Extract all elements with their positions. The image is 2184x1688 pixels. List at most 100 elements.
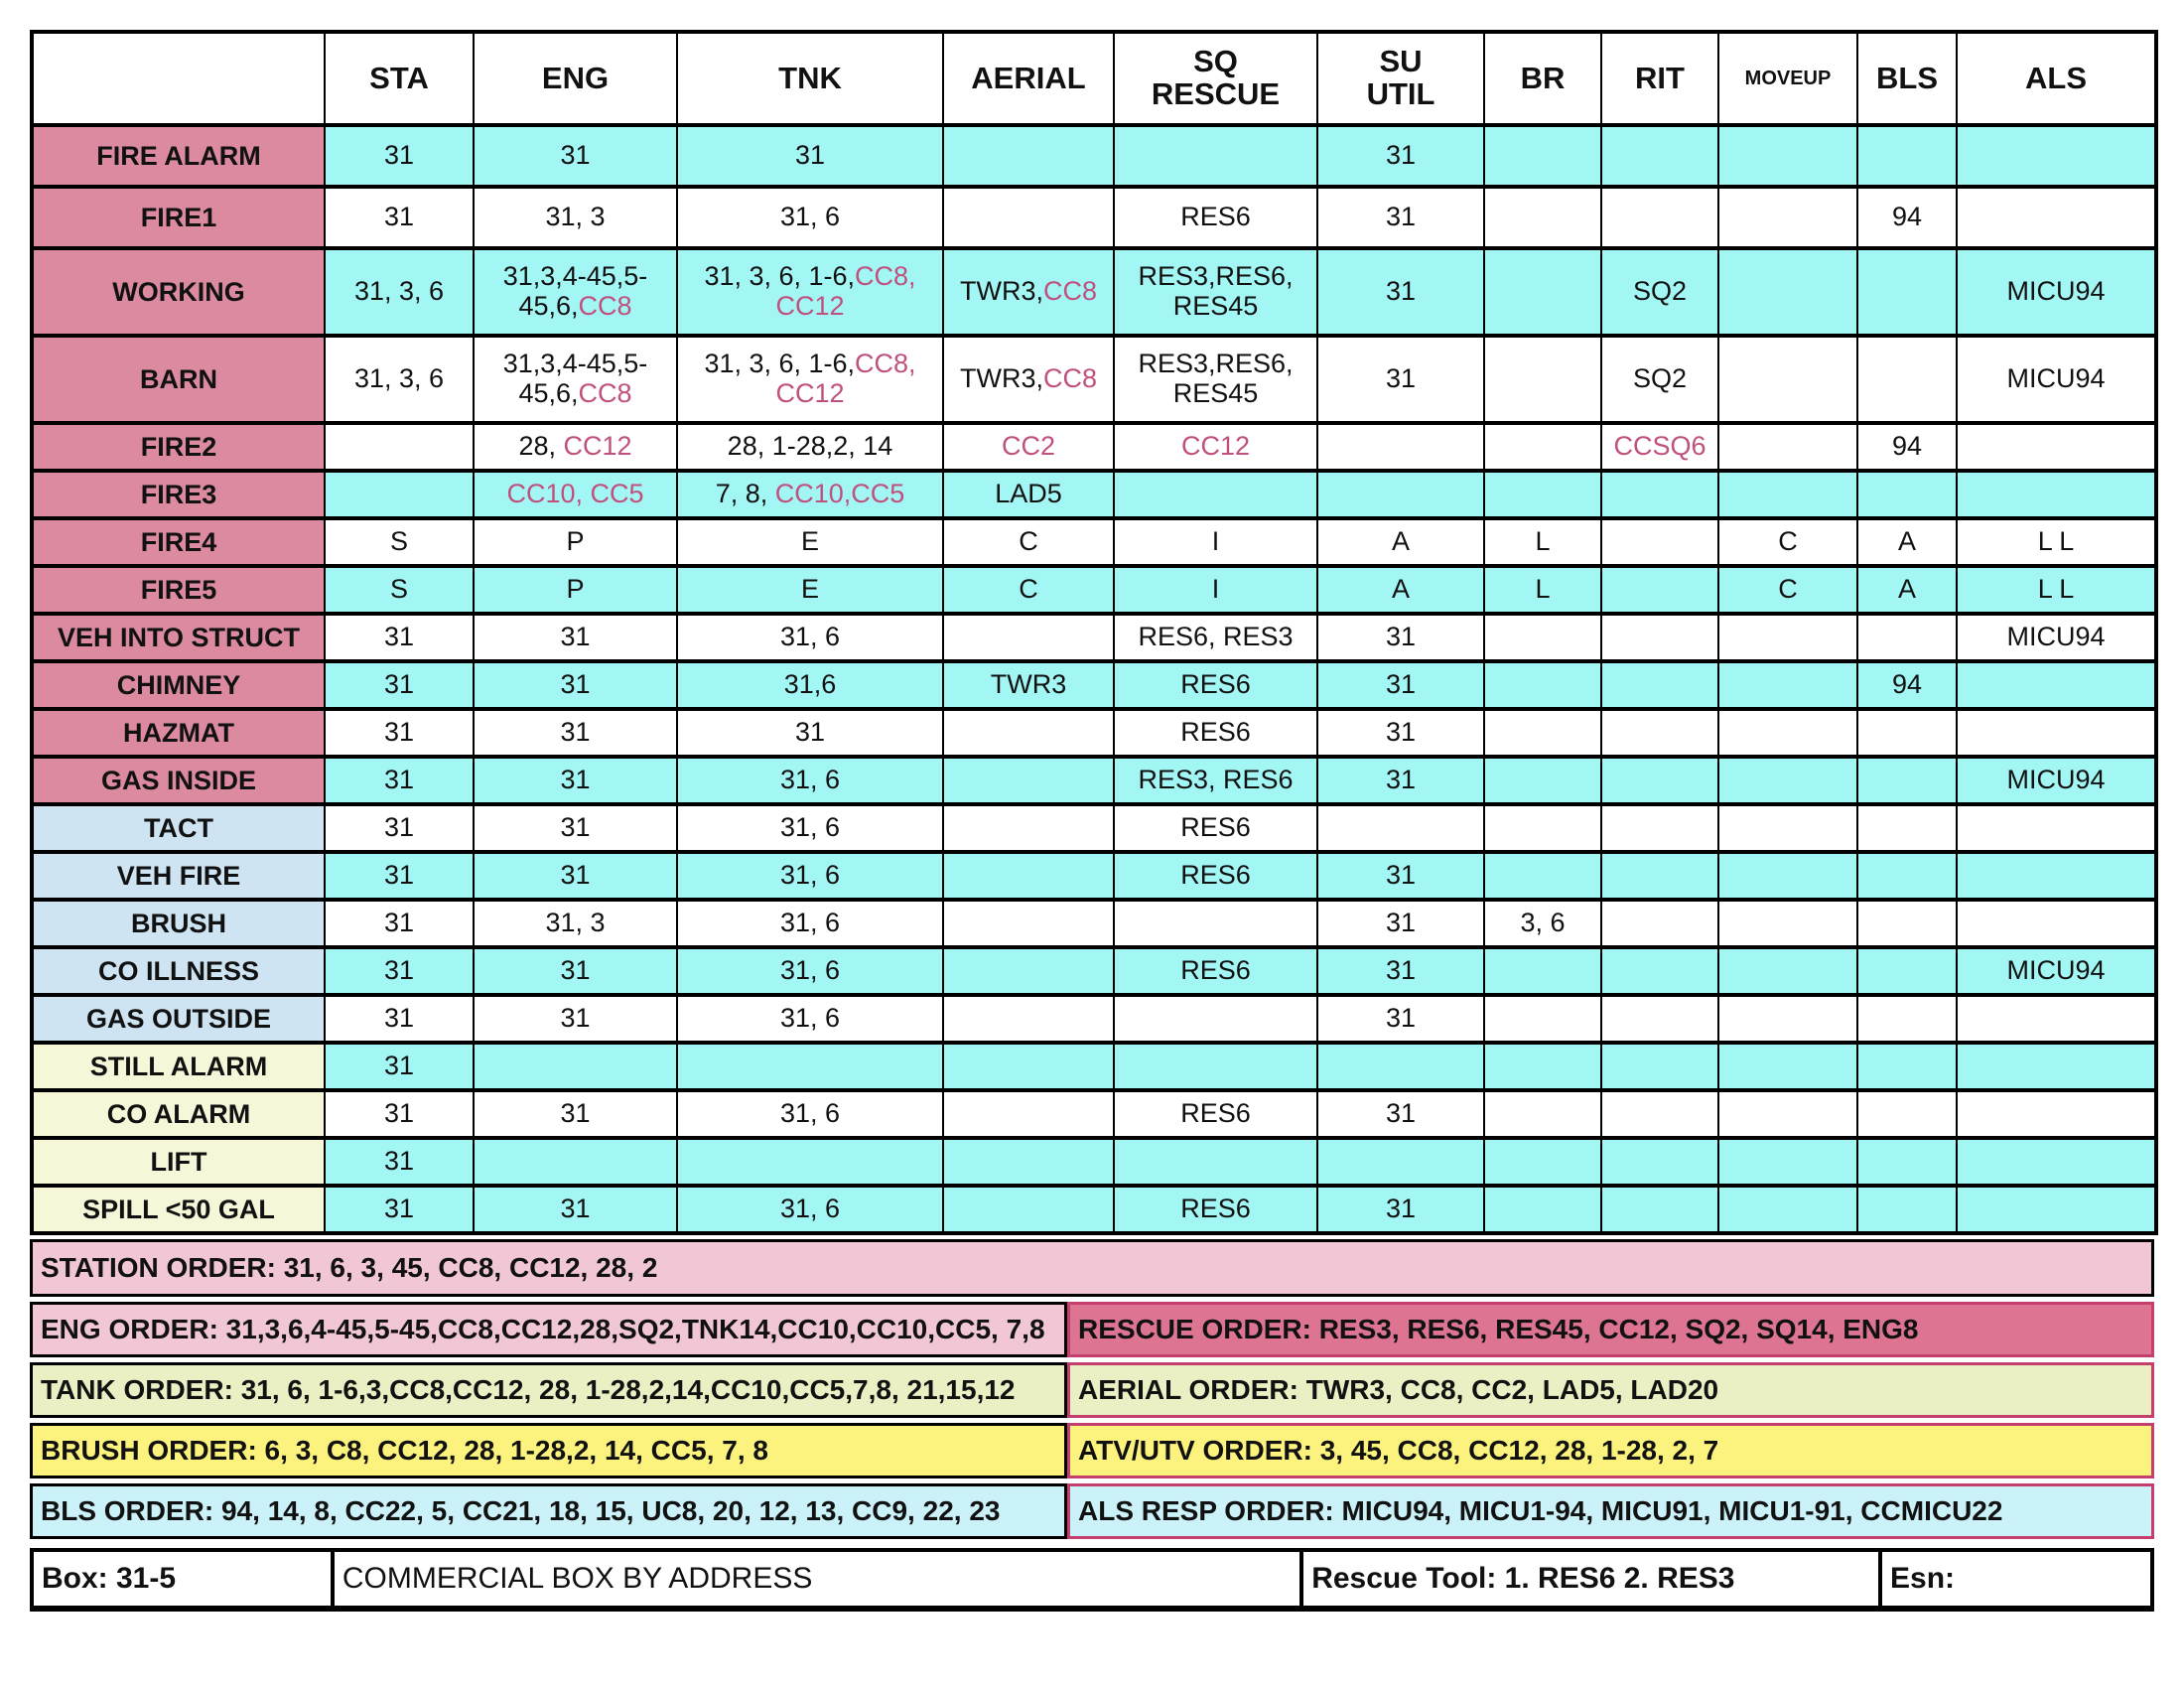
- row-label-fire4: FIRE4: [31, 516, 326, 568]
- cell-fire5-bls: A: [1856, 564, 1958, 616]
- row-lift: LIFT 31: [31, 1136, 2157, 1188]
- cell-fire4-bls: A: [1856, 516, 1958, 568]
- cell-co-alarm-moveup: [1717, 1088, 1858, 1140]
- cell-fire4-moveup: C: [1717, 516, 1858, 568]
- als-resp-order-text: ALS RESP ORDER: MICU94, MICU1-94, MICU91…: [1078, 1495, 2003, 1526]
- bls-order-strip: BLS ORDER: 94, 14, 8, CC22, 5, CC21, 18,…: [30, 1483, 1067, 1539]
- cell-gas-inside-rit: [1600, 755, 1719, 806]
- cell-gas-inside-sq-rescue: RES3, RES6: [1113, 755, 1318, 806]
- cell-fire3-als: [1956, 469, 2157, 520]
- cell-co-illness-als: MICU94: [1956, 945, 2157, 997]
- cell-veh-into-struct-su-util: 31: [1316, 612, 1485, 663]
- row-label-brush: BRUSH: [31, 898, 326, 949]
- cell-fire4-rit: [1600, 516, 1719, 568]
- cell-spill-50-gal-sq-rescue: RES6: [1113, 1184, 1318, 1235]
- cell-fire-alarm-rit: [1600, 123, 1719, 189]
- cell-tact-als: [1956, 802, 2157, 854]
- cell-chimney-als: [1956, 659, 2157, 711]
- cell-fire1-rit: [1600, 185, 1719, 250]
- column-header-su-util: SU UTIL: [1316, 30, 1485, 127]
- cell-fire1-aerial: [942, 185, 1115, 250]
- esn-label: Esn:: [1878, 1552, 2150, 1606]
- column-header-sq-rescue: SQ RESCUE: [1113, 30, 1318, 127]
- cell-fire-alarm-br: [1483, 123, 1602, 189]
- cell-tact-eng: 31: [473, 802, 678, 854]
- cell-fire5-br: L: [1483, 564, 1602, 616]
- cell-chimney-rit: [1600, 659, 1719, 711]
- cell-veh-fire-bls: [1856, 850, 1958, 902]
- cell-tact-bls: [1856, 802, 1958, 854]
- row-veh-into-struct: VEH INTO STRUCT 31 31 31, 6 RES6, RES3 31 MICU…: [31, 612, 2157, 663]
- cell-fire-alarm-eng: 31: [473, 123, 678, 189]
- cell-veh-into-struct-sta: 31: [324, 612, 475, 663]
- cell-co-alarm-sta: 31: [324, 1088, 475, 1140]
- cell-tact-sq-rescue: RES6: [1113, 802, 1318, 854]
- cell-still-alarm-sq-rescue: [1113, 1041, 1318, 1092]
- cell-barn-eng: 31,3,4-45,5-45,6,CC8: [473, 334, 678, 425]
- cell-veh-into-struct-aerial: [942, 612, 1115, 663]
- column-header-rit: RIT: [1600, 30, 1719, 127]
- cell-co-illness-rit: [1600, 945, 1719, 997]
- cell-veh-into-struct-moveup: [1717, 612, 1858, 663]
- box-number: Box: 31-5: [42, 1562, 177, 1595]
- cell-fire3-moveup: [1717, 469, 1858, 520]
- cell-barn-tnk: 31, 3, 6, 1-6,CC8, CC12: [676, 334, 944, 425]
- cell-fire5-sq-rescue: I: [1113, 564, 1318, 616]
- station-order-strip: STATION ORDER: 31, 6, 3, 45, CC8, CC12, …: [30, 1239, 2154, 1297]
- cell-co-illness-aerial: [942, 945, 1115, 997]
- cell-still-alarm-als: [1956, 1041, 2157, 1092]
- cell-working-als: MICU94: [1956, 246, 2157, 338]
- cell-hazmat-su-util: 31: [1316, 707, 1485, 759]
- cell-working-su-util: 31: [1316, 246, 1485, 338]
- cell-tact-moveup: [1717, 802, 1858, 854]
- cell-fire5-als: L L: [1956, 564, 2157, 616]
- cell-hazmat-aerial: [942, 707, 1115, 759]
- cell-gas-outside-rit: [1600, 993, 1719, 1045]
- cell-fire2-br: [1483, 421, 1602, 473]
- rescue-order-strip: RESCUE ORDER: RES3, RES6, RES45, CC12, S…: [1067, 1302, 2154, 1357]
- column-header-tnk: TNK: [676, 30, 944, 127]
- cell-brush-aerial: [942, 898, 1115, 949]
- row-spill-50-gal: SPILL <50 GAL 31 31 31, 6 RES6 31: [31, 1184, 2157, 1235]
- cell-co-illness-eng: 31: [473, 945, 678, 997]
- cell-lift-sq-rescue: [1113, 1136, 1318, 1188]
- cell-still-alarm-sta: 31: [324, 1041, 475, 1092]
- rescue-order-text: RESCUE ORDER: RES3, RES6, RES45, CC12, S…: [1078, 1314, 1919, 1344]
- cell-fire4-su-util: A: [1316, 516, 1485, 568]
- column-header-bls: BLS: [1856, 30, 1958, 127]
- cell-barn-sq-rescue: RES3,RES6, RES45: [1113, 334, 1318, 425]
- cell-veh-into-struct-eng: 31: [473, 612, 678, 663]
- cell-chimney-su-util: 31: [1316, 659, 1485, 711]
- cell-fire4-br: L: [1483, 516, 1602, 568]
- cell-spill-50-gal-aerial: [942, 1184, 1115, 1235]
- cell-fire1-moveup: [1717, 185, 1858, 250]
- cell-chimney-br: [1483, 659, 1602, 711]
- cell-gas-outside-als: [1956, 993, 2157, 1045]
- cell-chimney-bls: 94: [1856, 659, 1958, 711]
- row-brush: BRUSH 31 31, 3 31, 6 31 3, 6: [31, 898, 2157, 949]
- cell-fire2-eng: 28, CC12: [473, 421, 678, 473]
- cell-gas-outside-bls: [1856, 993, 1958, 1045]
- brush-order-text: BRUSH ORDER: 6, 3, C8, CC12, 28, 1-28,2,…: [41, 1435, 768, 1466]
- cell-fire4-sta: S: [324, 516, 475, 568]
- cell-tact-su-util: [1316, 802, 1485, 854]
- cell-gas-outside-sta: 31: [324, 993, 475, 1045]
- cell-spill-50-gal-tnk: 31, 6: [676, 1184, 944, 1235]
- cell-fire5-tnk: E: [676, 564, 944, 616]
- cell-barn-rit: SQ2: [1600, 334, 1719, 425]
- cell-fire3-eng: CC10, CC5: [473, 469, 678, 520]
- cell-fire2-sta: [324, 421, 475, 473]
- cell-veh-fire-moveup: [1717, 850, 1858, 902]
- cell-gas-inside-tnk: 31, 6: [676, 755, 944, 806]
- footer-bar: Box: 31-5 COMMERCIAL BOX BY ADDRESS Resc…: [30, 1548, 2154, 1612]
- cell-spill-50-gal-su-util: 31: [1316, 1184, 1485, 1235]
- cell-barn-moveup: [1717, 334, 1858, 425]
- cell-fire1-eng: 31, 3: [473, 185, 678, 250]
- cell-fire4-tnk: E: [676, 516, 944, 568]
- cell-veh-fire-als: [1956, 850, 2157, 902]
- cell-fire-alarm-su-util: 31: [1316, 123, 1485, 189]
- cell-still-alarm-su-util: [1316, 1041, 1485, 1092]
- cell-co-alarm-rit: [1600, 1088, 1719, 1140]
- cell-gas-inside-sta: 31: [324, 755, 475, 806]
- cell-co-alarm-sq-rescue: RES6: [1113, 1088, 1318, 1140]
